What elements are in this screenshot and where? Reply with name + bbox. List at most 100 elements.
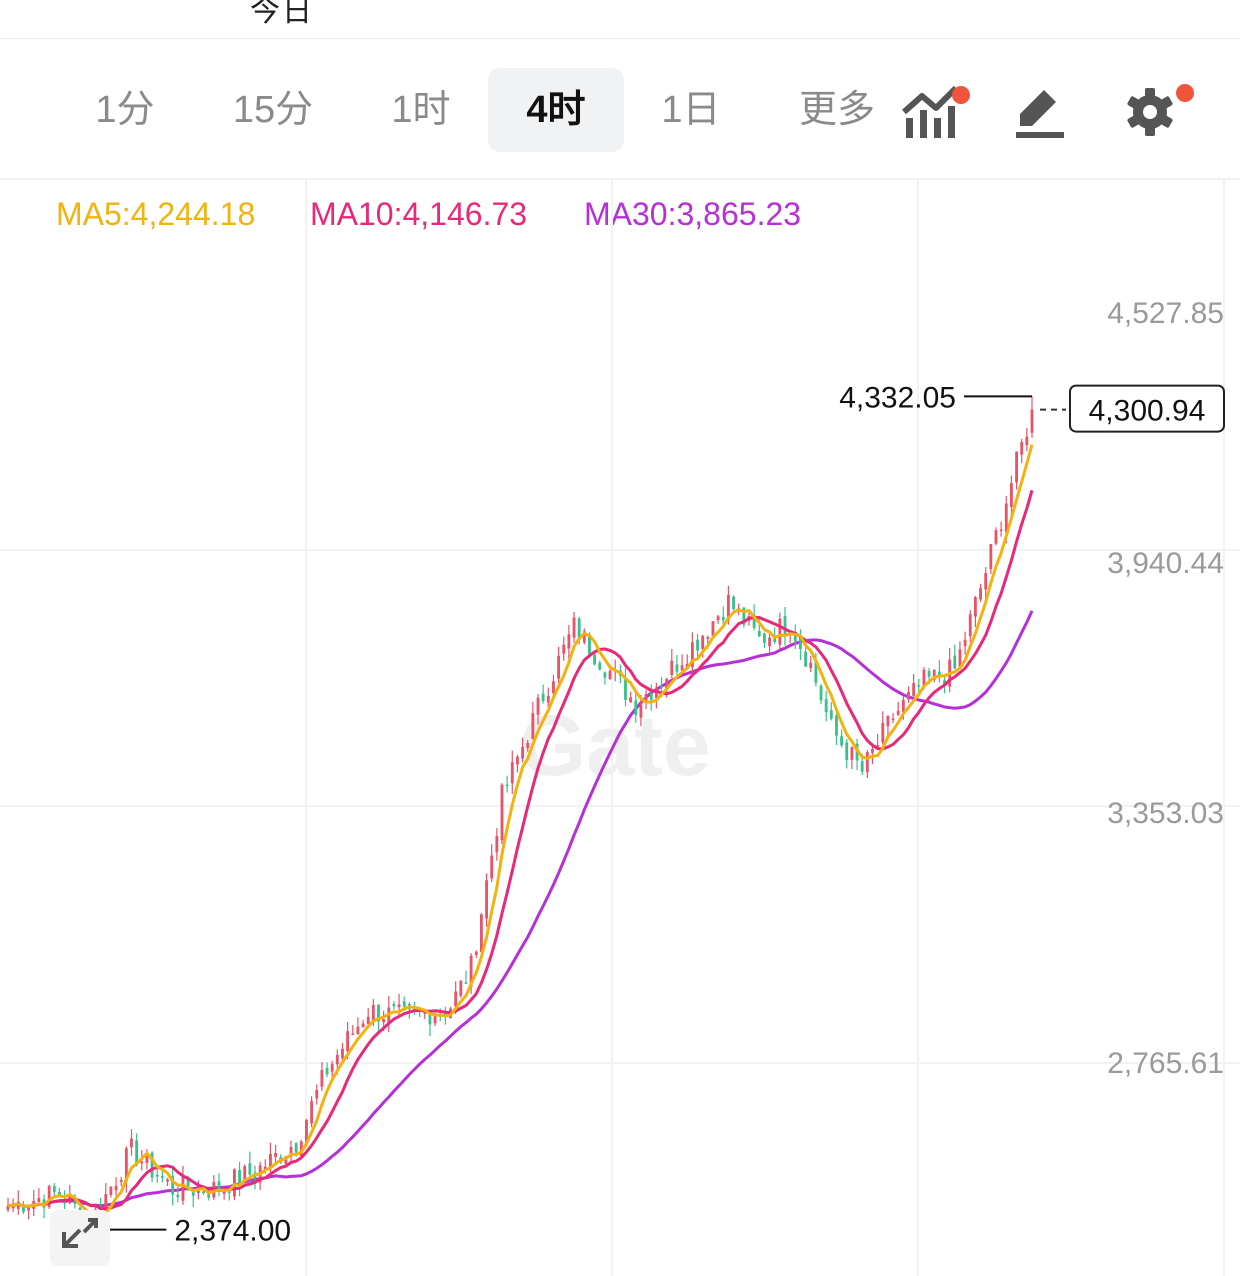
candle-body (644, 693, 648, 702)
candle-body (351, 1033, 355, 1036)
candle-body (572, 617, 576, 638)
candle-body (860, 761, 864, 772)
candle-body (577, 618, 581, 641)
candle-body (871, 748, 874, 753)
fit-screen-button[interactable] (50, 1210, 110, 1266)
candle-body (232, 1169, 236, 1197)
top-strip: 今日 (0, 0, 1240, 39)
candle-body (639, 704, 643, 718)
candle-body (937, 671, 941, 678)
candle-body (186, 1178, 190, 1191)
candle-body (624, 678, 627, 700)
candle-body (979, 587, 982, 600)
candle-body (37, 1198, 41, 1202)
candle-body (835, 715, 838, 736)
gear-icon[interactable] (1120, 78, 1194, 142)
candle-body (150, 1152, 154, 1178)
candle-body (670, 660, 674, 675)
tab-15m[interactable]: 15分 (232, 89, 314, 131)
candle-body (814, 659, 818, 683)
tab-more[interactable]: 更多 (798, 89, 875, 131)
candle-body (202, 1191, 205, 1194)
candle-body (742, 607, 746, 625)
candle-body (423, 1012, 427, 1014)
tab-1d[interactable]: 1日 (661, 89, 721, 131)
candle-body (1015, 451, 1018, 483)
candle-body (315, 1090, 319, 1099)
candle-body (181, 1176, 185, 1201)
candle-body (341, 1048, 344, 1059)
candle-body (382, 1019, 386, 1023)
candle-body (217, 1181, 221, 1191)
pencil-draw-icon[interactable] (1008, 78, 1072, 142)
candle-body (994, 530, 998, 544)
candle-body (603, 672, 607, 678)
candle-body (865, 752, 869, 773)
candle-body (402, 1001, 406, 1007)
y-tick-label: 2,765.61 (1107, 1047, 1224, 1080)
ma30-value: MA30:3,865.23 (584, 196, 802, 232)
candle-body (588, 634, 591, 655)
candle-body (47, 1185, 51, 1208)
candle-body (505, 784, 509, 787)
candle-body (269, 1154, 272, 1169)
candle-body (531, 713, 535, 740)
candle-body (469, 955, 473, 988)
candle-body (140, 1161, 144, 1164)
expand-icon (62, 1218, 98, 1248)
candle-body (608, 670, 612, 680)
candle-body (335, 1054, 339, 1065)
candle-body (325, 1068, 329, 1075)
candle-body (238, 1169, 241, 1185)
candle-body (829, 710, 833, 719)
candle-body (320, 1070, 324, 1087)
candle-body (207, 1193, 211, 1198)
tab-1m[interactable]: 1分 (95, 89, 155, 131)
candle-body (166, 1179, 169, 1182)
candle-body (361, 1023, 365, 1028)
candle-body (58, 1191, 61, 1196)
candle-body (109, 1187, 113, 1195)
tab-1h[interactable]: 1时 (391, 89, 451, 131)
candle-body (732, 596, 735, 610)
ma10-value: MA10:4,146.73 (310, 196, 528, 232)
candle-body (768, 637, 771, 647)
y-tick-label: 3,940.44 (1107, 547, 1224, 580)
candle-body (104, 1194, 108, 1215)
candle-body (804, 651, 808, 667)
last-price-box (1069, 384, 1225, 433)
indicator-chart-icon[interactable] (900, 78, 970, 142)
candle-body (927, 670, 931, 677)
candle-body (629, 697, 633, 703)
candle-body (274, 1152, 277, 1158)
candle-body (660, 685, 663, 688)
candle-body (778, 618, 782, 645)
ma10-line (7, 489, 1034, 1211)
candle-body (665, 679, 669, 690)
y-tick-label: 3,353.03 (1107, 797, 1224, 830)
candle-body (356, 1026, 360, 1035)
candle-body (711, 621, 715, 636)
tab-4h[interactable]: 4时 (488, 68, 624, 152)
candle-body (459, 980, 463, 996)
candle-body (706, 637, 710, 639)
candle-body (526, 742, 530, 748)
candle-body (289, 1146, 293, 1157)
candle-body (876, 745, 880, 747)
candle-body (243, 1166, 247, 1182)
candle-body (397, 1004, 401, 1008)
candle-body (973, 597, 977, 617)
candle-body (305, 1120, 308, 1143)
candle-body (598, 662, 602, 670)
candlestick-chart[interactable]: Gate 4,527.853,940.443,353.032,765.61 4,… (0, 180, 1240, 1276)
candle-body (943, 680, 946, 685)
candle-body (1030, 409, 1034, 433)
candles (6, 396, 1034, 1233)
candle-body (958, 649, 962, 667)
candle-body (510, 762, 514, 784)
candle-body (757, 630, 761, 637)
candle-body (845, 742, 849, 761)
candle-body (428, 1014, 432, 1025)
candle-body (824, 699, 828, 713)
candle-body (696, 639, 699, 651)
